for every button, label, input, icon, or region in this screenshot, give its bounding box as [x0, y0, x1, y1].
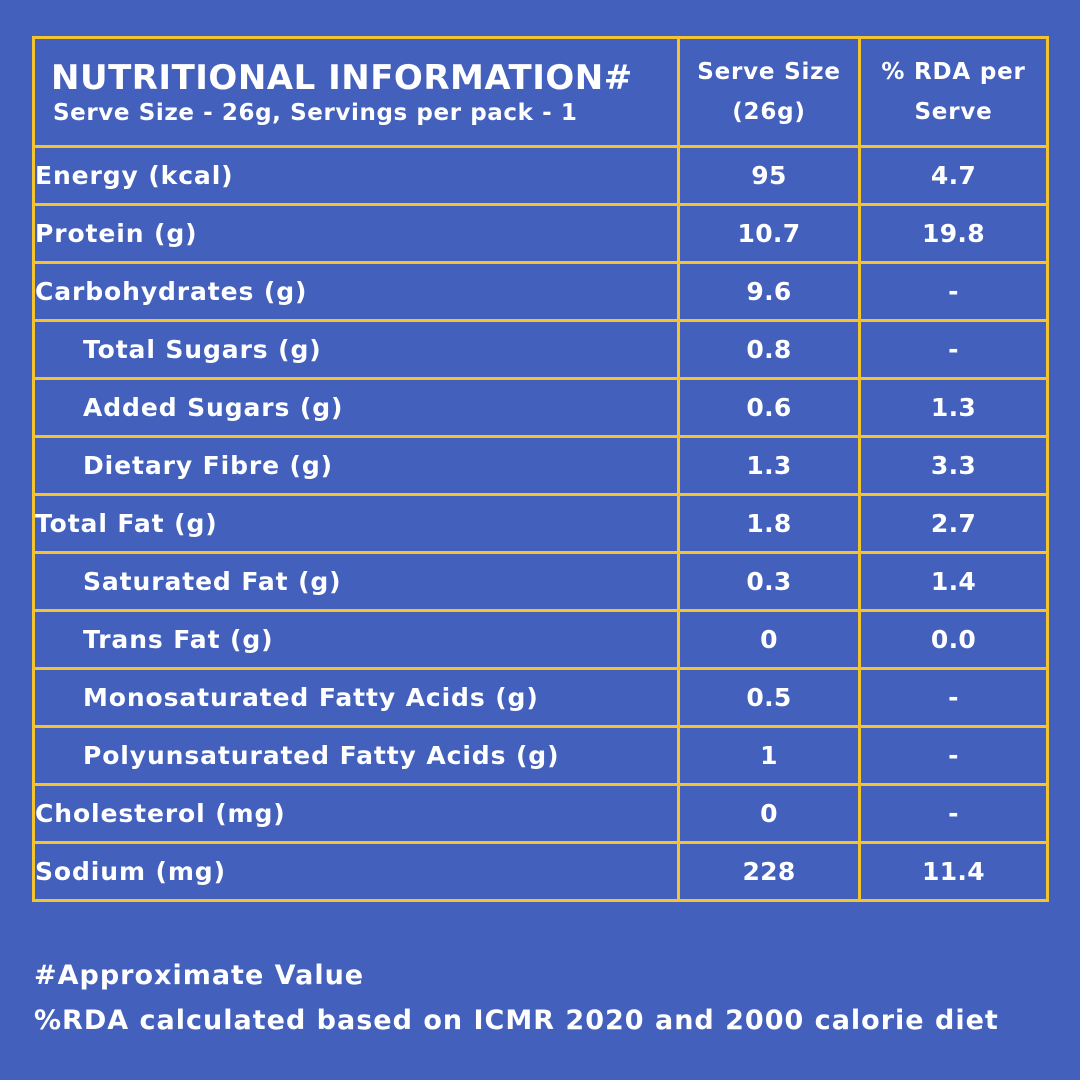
- rda-value: 19.8: [858, 203, 1049, 264]
- table-row: Saturated Fat (g) 0.3 1.4: [32, 551, 1049, 612]
- rda-value: 1.3: [858, 377, 1049, 438]
- table-row: Trans Fat (g) 0 0.0: [32, 609, 1049, 670]
- header-serve-size-line1: Serve Size: [697, 59, 841, 85]
- rda-value: -: [858, 667, 1049, 728]
- serve-size-value: 9.6: [677, 261, 861, 322]
- serve-size-value: 0: [677, 609, 861, 670]
- table-row: Dietary Fibre (g) 1.3 3.3: [32, 435, 1049, 496]
- header-serve-size: Serve Size (26g): [677, 36, 861, 148]
- serve-size-value: 0.8: [677, 319, 861, 380]
- rda-value: -: [858, 319, 1049, 380]
- table-row: Cholesterol (mg) 0-: [32, 783, 1049, 844]
- serve-size-value: 1: [677, 725, 861, 786]
- nutrient-name: Saturated Fat (g): [32, 551, 680, 612]
- nutrient-name: Polyunsaturated Fatty Acids (g): [32, 725, 680, 786]
- serve-size-value: 0.5: [677, 667, 861, 728]
- rda-value: 4.7: [858, 145, 1049, 206]
- rda-value: 0.0: [858, 609, 1049, 670]
- header-rda-line1: % RDA per: [881, 59, 1026, 85]
- serve-size-value: 1.8: [677, 493, 861, 554]
- footnote-approximate: #Approximate Value: [34, 960, 365, 991]
- header-rda-line2: Serve: [914, 99, 993, 125]
- nutrient-name: Protein (g): [32, 203, 680, 264]
- nutrient-name: Total Sugars (g): [32, 319, 680, 380]
- table-row: Polyunsaturated Fatty Acids (g) 1-: [32, 725, 1049, 786]
- nutrient-name: Total Fat (g): [32, 493, 680, 554]
- nutrient-name: Sodium (mg): [32, 841, 680, 902]
- rda-value: 3.3: [858, 435, 1049, 496]
- serve-size-value: 10.7: [677, 203, 861, 264]
- table-row: Carbohydrates (g) 9.6-: [32, 261, 1049, 322]
- table-row: Sodium (mg) 228 11.4: [32, 841, 1049, 902]
- nutrition-table: NUTRITIONAL INFORMATION# Serve Size - 26…: [32, 36, 1049, 902]
- rda-value: -: [858, 783, 1049, 844]
- rda-value: -: [858, 261, 1049, 322]
- rda-value: 11.4: [858, 841, 1049, 902]
- nutrient-name: Added Sugars (g): [32, 377, 680, 438]
- nutrient-name: Energy (kcal): [32, 145, 680, 206]
- nutrient-name: Monosaturated Fatty Acids (g): [32, 667, 680, 728]
- table-subtitle: Serve Size - 26g, Servings per pack - 1: [53, 100, 578, 126]
- nutrient-name: Carbohydrates (g): [32, 261, 680, 322]
- nutrient-name: Trans Fat (g): [32, 609, 680, 670]
- header-rda: % RDA per Serve: [858, 36, 1049, 148]
- nutrient-name: Cholesterol (mg): [32, 783, 680, 844]
- header-title-cell: NUTRITIONAL INFORMATION# Serve Size - 26…: [32, 36, 680, 148]
- nutrient-name: Dietary Fibre (g): [32, 435, 680, 496]
- table-row: Total Fat (g) 1.8 2.7: [32, 493, 1049, 554]
- table-row: Added Sugars (g) 0.6 1.3: [32, 377, 1049, 438]
- table-row: Total Sugars (g) 0.8-: [32, 319, 1049, 380]
- table-row: Protein (g) 10.7 19.8: [32, 203, 1049, 264]
- serve-size-value: 95: [677, 145, 861, 206]
- header-serve-size-line2: (26g): [732, 99, 806, 125]
- serve-size-value: 0: [677, 783, 861, 844]
- rda-value: -: [858, 725, 1049, 786]
- rda-value: 1.4: [858, 551, 1049, 612]
- table-title: NUTRITIONAL INFORMATION#: [51, 58, 633, 98]
- serve-size-value: 228: [677, 841, 861, 902]
- serve-size-value: 0.6: [677, 377, 861, 438]
- footnote-rda-basis: %RDA calculated based on ICMR 2020 and 2…: [34, 1005, 999, 1036]
- serve-size-value: 1.3: [677, 435, 861, 496]
- table-row: Monosaturated Fatty Acids (g) 0.5-: [32, 667, 1049, 728]
- table-header-row: NUTRITIONAL INFORMATION# Serve Size - 26…: [32, 36, 1049, 148]
- table-row: Energy (kcal) 95 4.7: [32, 145, 1049, 206]
- rda-value: 2.7: [858, 493, 1049, 554]
- serve-size-value: 0.3: [677, 551, 861, 612]
